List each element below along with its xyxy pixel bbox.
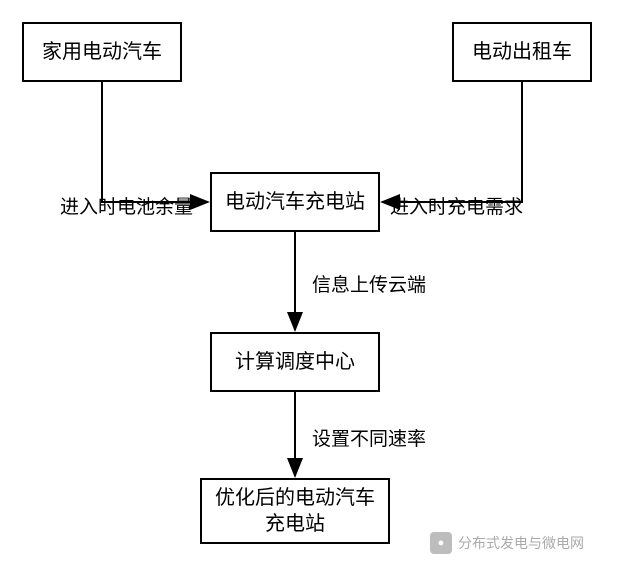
wechat-icon: ● [430, 532, 452, 554]
node-label: 电动出租车 [472, 39, 572, 65]
watermark: ● 分布式发电与微电网 [430, 532, 584, 554]
watermark-text: 分布式发电与微电网 [458, 533, 584, 553]
edge-text: 进入时电池余量 [60, 197, 193, 218]
node-dispatch-center: 计算调度中心 [210, 332, 380, 392]
edge-label-charge-demand: 进入时充电需求 [390, 192, 523, 219]
node-taxi-ev: 电动出租车 [452, 22, 592, 82]
node-label: 家用电动汽车 [42, 39, 162, 65]
node-label: 优化后的电动汽车充电站 [206, 485, 384, 537]
edge-label-battery-remaining: 进入时电池余量 [60, 192, 193, 219]
edge-label-upload-cloud: 信息上传云端 [312, 270, 426, 297]
node-label: 电动汽车充电站 [225, 189, 365, 215]
edge-text: 进入时充电需求 [390, 197, 523, 218]
edge-label-set-rate: 设置不同速率 [312, 424, 426, 451]
node-home-ev: 家用电动汽车 [22, 22, 182, 82]
edge-text: 信息上传云端 [312, 275, 426, 296]
node-optimized-station: 优化后的电动汽车充电站 [200, 478, 390, 544]
node-label: 计算调度中心 [235, 349, 355, 375]
node-charging-station: 电动汽车充电站 [210, 172, 380, 232]
edge-text: 设置不同速率 [312, 429, 426, 450]
